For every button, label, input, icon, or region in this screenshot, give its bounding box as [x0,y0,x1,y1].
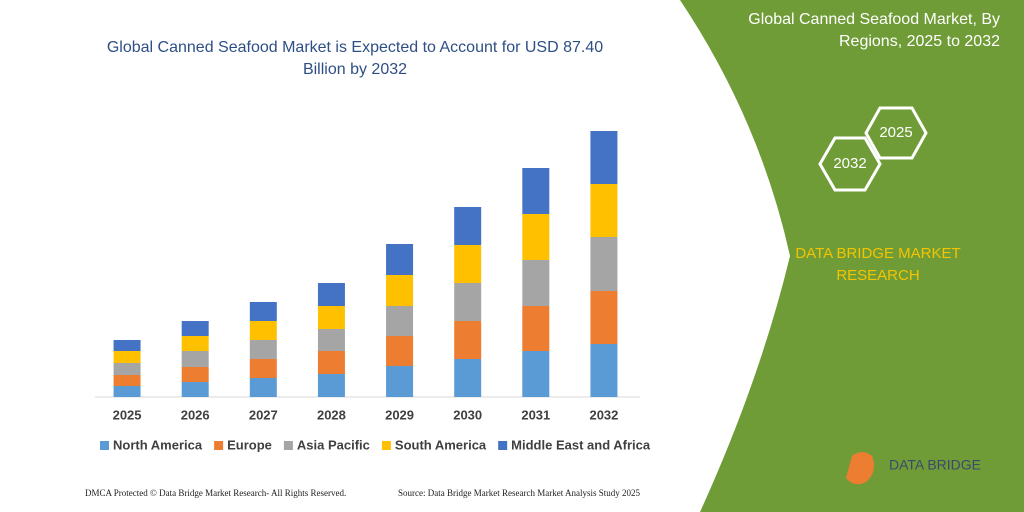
bar-segment [249,340,277,359]
legend-swatch [214,441,224,450]
legend-label: Asia Pacific [297,437,370,452]
bar-segment [522,306,550,351]
bar-segment [181,321,209,336]
bar-segment [522,168,550,214]
bar-segment [249,378,277,397]
bar-segment [590,237,618,291]
legend-swatch [498,441,508,450]
bar-segment [590,344,618,397]
bar-segment [317,351,345,374]
bar-segment [181,382,209,397]
bar-segment [317,329,345,351]
logo-icon [846,452,874,485]
x-tick-label: 2027 [249,407,278,422]
legend-swatch [381,441,391,450]
hexagon [818,136,882,192]
bar-segment [113,386,141,397]
bar-segment [113,351,141,363]
bar-segment [249,302,277,321]
x-tick-label: 2030 [453,407,482,422]
legend-label: South America [395,437,487,452]
bar-segment [386,244,414,275]
legend-label: Europe [227,437,272,452]
brand-line: DATA BRIDGE MARKET [795,245,960,262]
x-tick-label: 2026 [181,407,210,422]
bar-segment [386,366,414,397]
bar-segment [522,351,550,397]
x-tick-label: 2025 [113,407,142,422]
bar-segment [454,321,482,359]
hexagon-label: 2025 [879,124,912,141]
panel-title: Global Canned Seafood Market, By Regions,… [748,11,1000,50]
legend-label: Middle East and Africa [511,437,651,452]
bar-segment [522,214,550,260]
bar-segment [181,367,209,382]
bar-segment [454,359,482,397]
bar-segment [113,363,141,375]
hexagon-label: 2032 [833,155,866,172]
bar-segment [181,351,209,367]
legend-swatch [283,441,293,450]
bar-segment [317,283,345,306]
bar-segment [181,336,209,351]
bar-segment [454,207,482,245]
bar-segment [386,275,414,306]
bar-segment [317,306,345,329]
chart-title: Global Canned Seafood Market is Expected… [107,39,603,78]
title-line: Billion by 2032 [303,61,407,78]
x-tick-label: 2032 [589,407,618,422]
bar-segment [249,359,277,378]
x-tick-label: 2028 [317,407,346,422]
bar-segment [454,245,482,283]
footer-left: DMCA Protected © Data Bridge Market Rese… [85,488,346,498]
title-line: Regions, 2025 to 2032 [839,33,1000,50]
hexagon [864,106,928,160]
brand-line: RESEARCH [836,267,919,284]
legend-swatch [100,441,109,450]
legend-label: North America [113,437,203,452]
x-tick-label: 2029 [385,407,414,422]
bar-segment [454,283,482,321]
logo-text: DATA BRIDGE [889,457,981,473]
bar-segment [590,291,618,344]
side-panel [680,0,1024,512]
title-line: Global Canned Seafood Market is Expected… [107,39,603,56]
x-tick-label: 2031 [521,407,550,422]
title-line: Global Canned Seafood Market, By [748,11,1000,28]
bar-segment [113,340,141,351]
footer-right: Source: Data Bridge Market Research Mark… [398,488,640,498]
bar-segment [249,321,277,340]
bar-segment [386,306,414,336]
bar-segment [590,131,618,184]
bar-segment [522,260,550,306]
bar-segment [113,375,141,386]
bar-segment [317,374,345,397]
bar-segment [590,184,618,237]
brand: DATA BRIDGE MARKET RESEARCH [795,245,960,284]
bar-segment [386,336,414,366]
